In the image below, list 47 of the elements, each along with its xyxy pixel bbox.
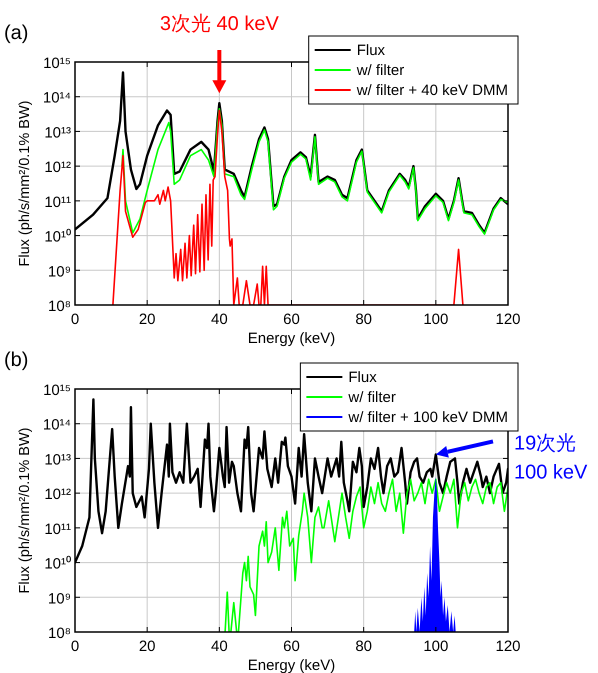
line-series <box>121 108 508 235</box>
x-tick-label: 20 <box>138 311 156 328</box>
x-tick-label: 40 <box>210 638 228 655</box>
x-tick-label: 100 <box>423 311 448 328</box>
x-tick-label: 0 <box>70 311 80 328</box>
x-axis-title: Energy (keV) <box>248 330 336 347</box>
x-tick-label: 60 <box>283 311 300 328</box>
y-tick-label: 10¹⁴ <box>42 416 71 434</box>
y-tick-label: 10¹⁵ <box>43 55 71 72</box>
x-axis-title: Energy (keV) <box>248 657 336 673</box>
line-series <box>112 110 464 305</box>
y-tick-label: 10⁸ <box>48 298 71 315</box>
y-axis-title: Flux (ph/s/mm²/0.1% BW) <box>17 428 33 594</box>
legend-label: w/ filter + 100 keV DMM <box>347 409 508 426</box>
y-tick-label: 10¹⁴ <box>42 90 71 107</box>
x-tick-label: 80 <box>355 311 372 328</box>
y-axis-title: Flux (ph/s/mm²/0.1% BW) <box>17 100 33 266</box>
annotation: 19次光 100 keV <box>436 432 588 484</box>
y-tick-label: 10¹⁰ <box>44 556 71 573</box>
x-tick-label: 120 <box>495 638 521 655</box>
legend-label: w/ filter + 40 keV DMM <box>356 82 508 99</box>
chart-title: (b) <box>4 349 28 371</box>
y-tick-label: 10⁹ <box>48 590 71 608</box>
x-tick-label: 0 <box>70 638 80 655</box>
annotation: 3次光 40 keV <box>160 13 279 94</box>
y-tick-label: 10⁹ <box>48 263 71 280</box>
chart-title: (a) <box>4 22 28 44</box>
y-tick-label: 10¹¹ <box>44 520 71 538</box>
legend-label: Flux <box>356 42 386 59</box>
y-tick-label: 10¹¹ <box>44 194 71 211</box>
y-tick-label: 10¹² <box>44 486 71 504</box>
x-tick-label: 20 <box>138 638 156 655</box>
x-tick-label: 120 <box>495 311 521 328</box>
legend-label: w/ filter <box>347 389 396 406</box>
x-tick-label: 60 <box>283 638 300 655</box>
legend-label: w/ filter <box>356 62 404 79</box>
x-tick-label: 80 <box>355 638 372 655</box>
y-tick-label: 10⁸ <box>48 625 71 642</box>
x-tick-label: 40 <box>210 311 228 328</box>
y-tick-label: 10¹³ <box>44 124 71 142</box>
y-tick-label: 10¹⁵ <box>43 382 71 399</box>
legend-label: Flux <box>348 369 378 386</box>
y-tick-label: 10¹³ <box>44 451 71 468</box>
y-tick-label: 10¹⁰ <box>44 228 71 246</box>
y-tick-label: 10¹² <box>44 159 71 176</box>
x-tick-label: 100 <box>423 638 448 655</box>
line-series <box>224 478 508 632</box>
